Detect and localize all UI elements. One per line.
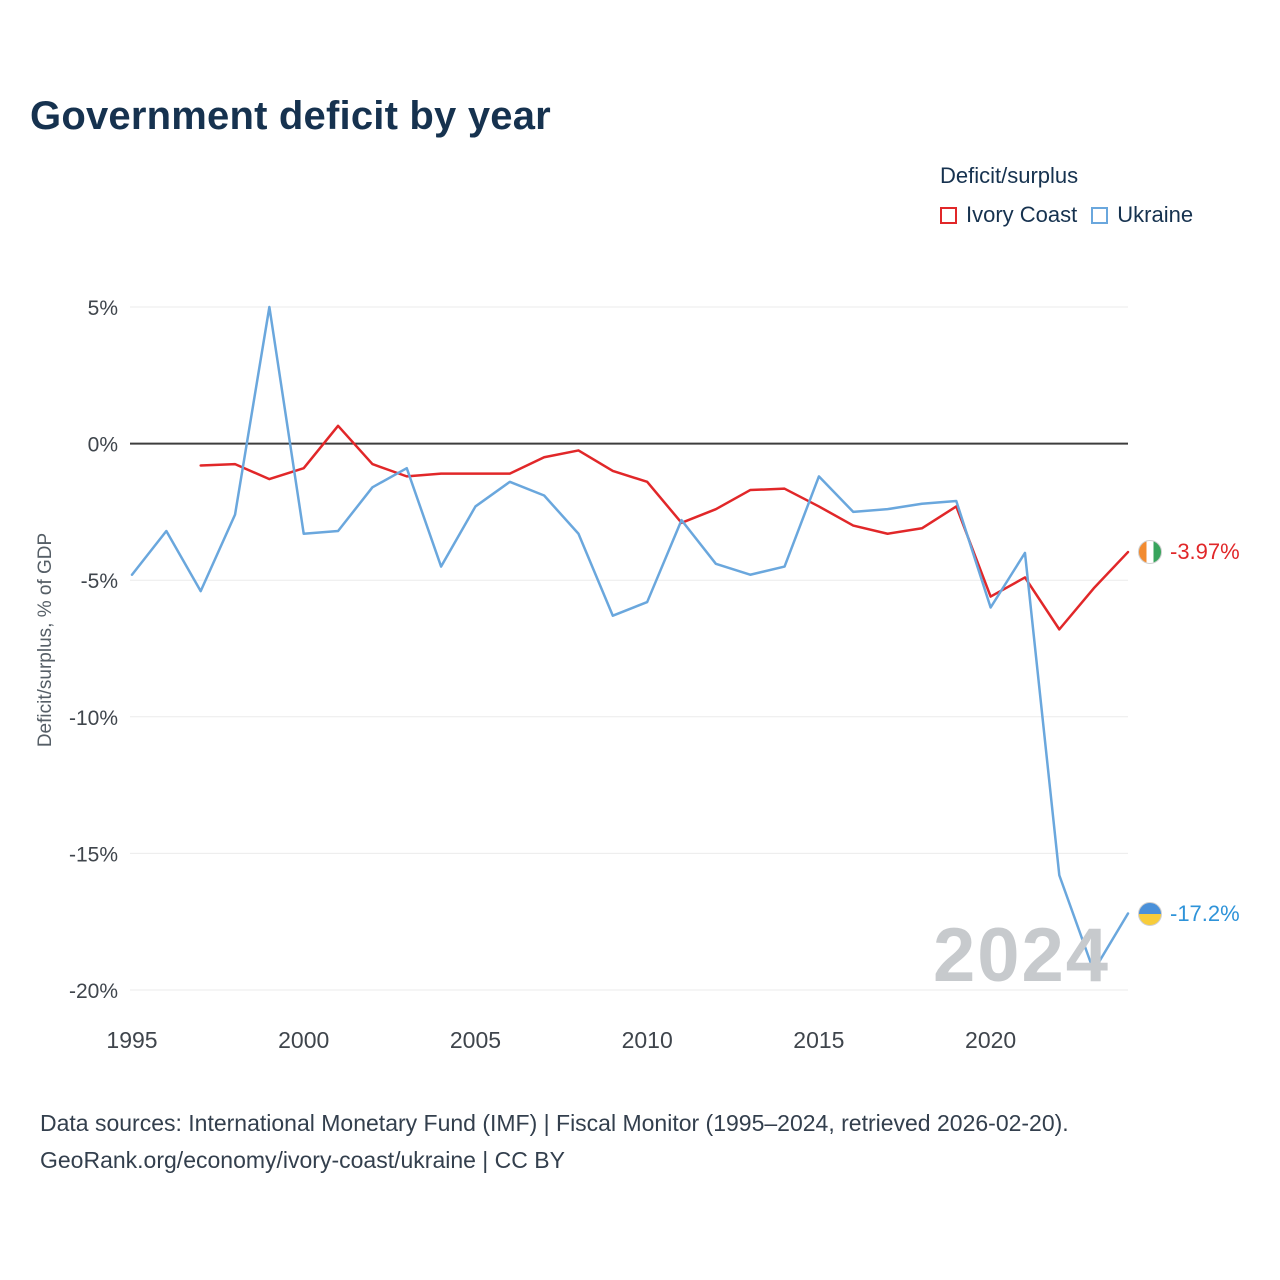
footer-line-2: GeoRank.org/economy/ivory-coast/ukraine … bbox=[40, 1147, 565, 1174]
legend-item-ukraine[interactable]: Ukraine bbox=[1091, 202, 1193, 228]
end-value-ukraine: -17.2% bbox=[1170, 900, 1240, 926]
legend: Deficit/surplus Ivory Coast Ukraine bbox=[940, 163, 1193, 228]
page-title: Government deficit by year bbox=[30, 94, 551, 138]
svg-text:-15%: -15% bbox=[69, 843, 118, 866]
ukraine-swatch-icon bbox=[1091, 206, 1109, 224]
legend-label-ivory-coast: Ivory Coast bbox=[966, 202, 1078, 227]
svg-text:0%: 0% bbox=[88, 434, 118, 457]
watermark-year: 2024 bbox=[933, 913, 1111, 998]
end-label-ukraine: -17.2% bbox=[1138, 901, 1240, 927]
end-value-ivory-coast: -3.97% bbox=[1170, 539, 1240, 565]
legend-label-ukraine: Ukraine bbox=[1117, 202, 1194, 227]
svg-text:2020: 2020 bbox=[965, 1027, 1016, 1053]
svg-text:-10%: -10% bbox=[69, 707, 118, 730]
svg-text:1995: 1995 bbox=[106, 1027, 157, 1053]
legend-item-ivory-coast[interactable]: Ivory Coast bbox=[940, 202, 1077, 228]
svg-text:5%: 5% bbox=[88, 297, 118, 320]
svg-text:2015: 2015 bbox=[793, 1027, 844, 1053]
ivory-coast-swatch-icon bbox=[940, 206, 957, 224]
data-sources-footer: Data sources: International Monetary Fun… bbox=[40, 1105, 1069, 1180]
ivory-coast-flag-icon bbox=[1138, 540, 1162, 565]
svg-text:2005: 2005 bbox=[450, 1027, 501, 1053]
ukraine-flag-icon bbox=[1138, 901, 1162, 926]
svg-text:-5%: -5% bbox=[81, 570, 118, 593]
footer-line-1: Data sources: International Monetary Fun… bbox=[40, 1110, 1069, 1136]
legend-title: Deficit/surplus bbox=[940, 163, 1079, 188]
svg-text:2000: 2000 bbox=[278, 1027, 329, 1053]
end-label-ivory-coast: -3.97% bbox=[1138, 539, 1240, 565]
svg-text:-20%: -20% bbox=[69, 980, 118, 1003]
svg-text:2010: 2010 bbox=[622, 1027, 673, 1053]
legend-items: Ivory Coast Ukraine bbox=[940, 202, 1193, 228]
